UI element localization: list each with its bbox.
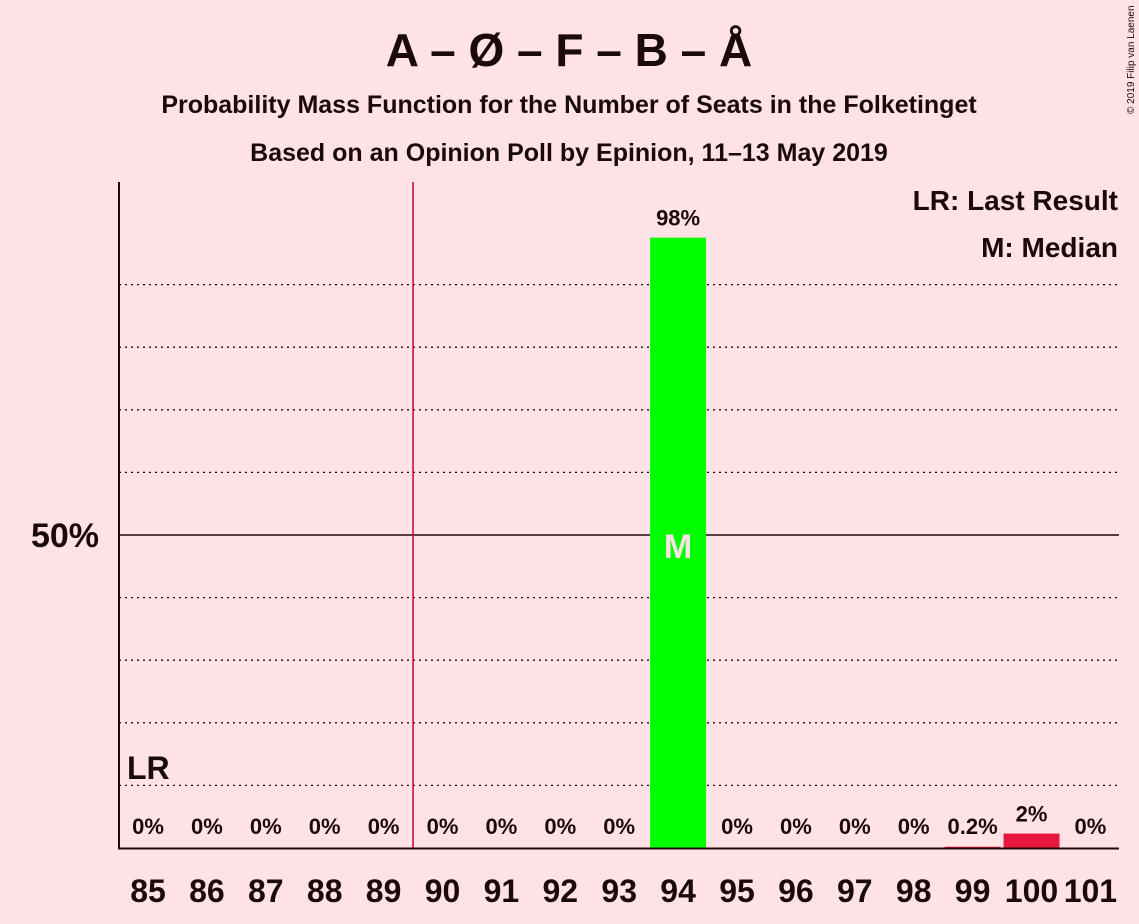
value-label-96: 0%	[780, 814, 812, 839]
x-tick-97: 97	[837, 873, 873, 909]
copyright-note: © 2019 Filip van Laenen	[1126, 5, 1137, 114]
y-tick-label-50: 50%	[31, 517, 99, 555]
value-label-88: 0%	[309, 814, 341, 839]
bar-94	[650, 237, 707, 848]
value-label-99: 0.2%	[948, 814, 998, 839]
x-tick-87: 87	[248, 873, 284, 909]
x-tick-94: 94	[660, 873, 696, 909]
chart-subtitle: Probability Mass Function for the Number…	[161, 91, 977, 119]
bars	[650, 237, 1060, 848]
x-tick-89: 89	[366, 873, 402, 909]
x-tick-95: 95	[719, 873, 755, 909]
value-label-90: 0%	[427, 814, 459, 839]
x-tick-99: 99	[955, 873, 991, 909]
value-label-85: 0%	[132, 814, 164, 839]
bar-99	[944, 846, 1001, 848]
x-tick-labels: 85 86 87 88 89 90 91 92 93 94 95 96 97 98 99 100 101	[130, 873, 1117, 909]
x-tick-88: 88	[307, 873, 343, 909]
value-labels: 0% 0% 0% 0% 0% 0% 0% 0% 0% 98% 0% 0% 0% 0% 0.2% 2% 0%	[132, 206, 1106, 839]
x-tick-86: 86	[189, 873, 225, 909]
value-label-101: 0%	[1075, 814, 1107, 839]
chart-subtitle-source: Based on an Opinion Poll by Epinion, 11–…	[250, 139, 888, 167]
grid-lines	[119, 283, 1119, 787]
x-tick-91: 91	[484, 873, 520, 909]
last-result-label: LR	[127, 750, 170, 786]
x-tick-98: 98	[896, 873, 932, 909]
value-label-98: 0%	[898, 814, 930, 839]
x-tick-101: 101	[1064, 873, 1117, 909]
value-label-95: 0%	[721, 814, 753, 839]
x-tick-96: 96	[778, 873, 814, 909]
value-label-87: 0%	[250, 814, 282, 839]
value-label-93: 0%	[603, 814, 635, 839]
value-label-92: 0%	[544, 814, 576, 839]
value-label-97: 0%	[839, 814, 871, 839]
x-tick-90: 90	[425, 873, 461, 909]
bar-100	[1003, 833, 1060, 848]
legend-last-result: LR: Last Result	[913, 185, 1118, 216]
value-label-91: 0%	[486, 814, 518, 839]
x-tick-100: 100	[1005, 873, 1058, 909]
x-tick-85: 85	[130, 873, 166, 909]
x-tick-92: 92	[543, 873, 579, 909]
value-label-86: 0%	[191, 814, 223, 839]
value-label-94: 98%	[656, 206, 700, 231]
legend-median: M: Median	[981, 232, 1118, 263]
value-label-100: 2%	[1016, 802, 1048, 827]
x-tick-93: 93	[601, 873, 637, 909]
chart-title: A – Ø – F – B – Å	[386, 24, 752, 76]
value-label-89: 0%	[368, 814, 400, 839]
median-label: M	[664, 528, 692, 566]
